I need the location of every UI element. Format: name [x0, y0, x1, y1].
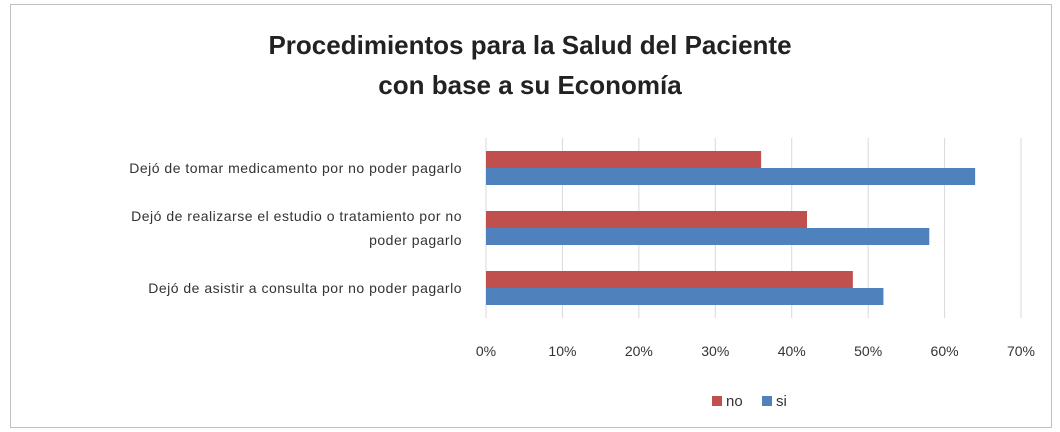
chart-title-line-1: Procedimientos para la Salud del Pacient…: [268, 30, 792, 60]
x-tick-label: 30%: [701, 343, 729, 359]
x-tick-label: 0%: [476, 343, 496, 359]
bar-no-1: [486, 211, 807, 228]
legend-label-no: no: [726, 393, 743, 410]
chart-title-line-2: con base a su Economía: [378, 70, 682, 100]
category-label: poder pagarlo: [369, 232, 462, 248]
bar-si-1: [486, 228, 930, 245]
category-label: Dejó de asistir a consulta por no poder …: [148, 280, 462, 296]
legend-swatch-no: [712, 396, 722, 406]
category-label: Dejó de tomar medicamento por no poder p…: [129, 160, 462, 176]
bar-si-0: [486, 168, 976, 185]
x-tick-label: 60%: [931, 343, 959, 359]
bar-si-2: [486, 288, 884, 305]
legend-label-si: si: [776, 393, 787, 410]
bar-no-0: [486, 151, 762, 168]
x-tick-label: 40%: [778, 343, 806, 359]
x-tick-label: 50%: [854, 343, 882, 359]
x-tick-label: 70%: [1007, 343, 1035, 359]
x-tick-label: 10%: [548, 343, 576, 359]
bar-no-2: [486, 271, 853, 288]
x-tick-label: 20%: [625, 343, 653, 359]
legend-swatch-si: [762, 396, 772, 406]
category-label: Dejó de realizarse el estudio o tratamie…: [131, 208, 462, 224]
